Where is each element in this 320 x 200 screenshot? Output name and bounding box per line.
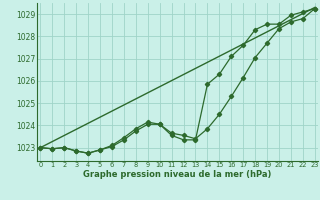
X-axis label: Graphe pression niveau de la mer (hPa): Graphe pression niveau de la mer (hPa) (84, 170, 272, 179)
